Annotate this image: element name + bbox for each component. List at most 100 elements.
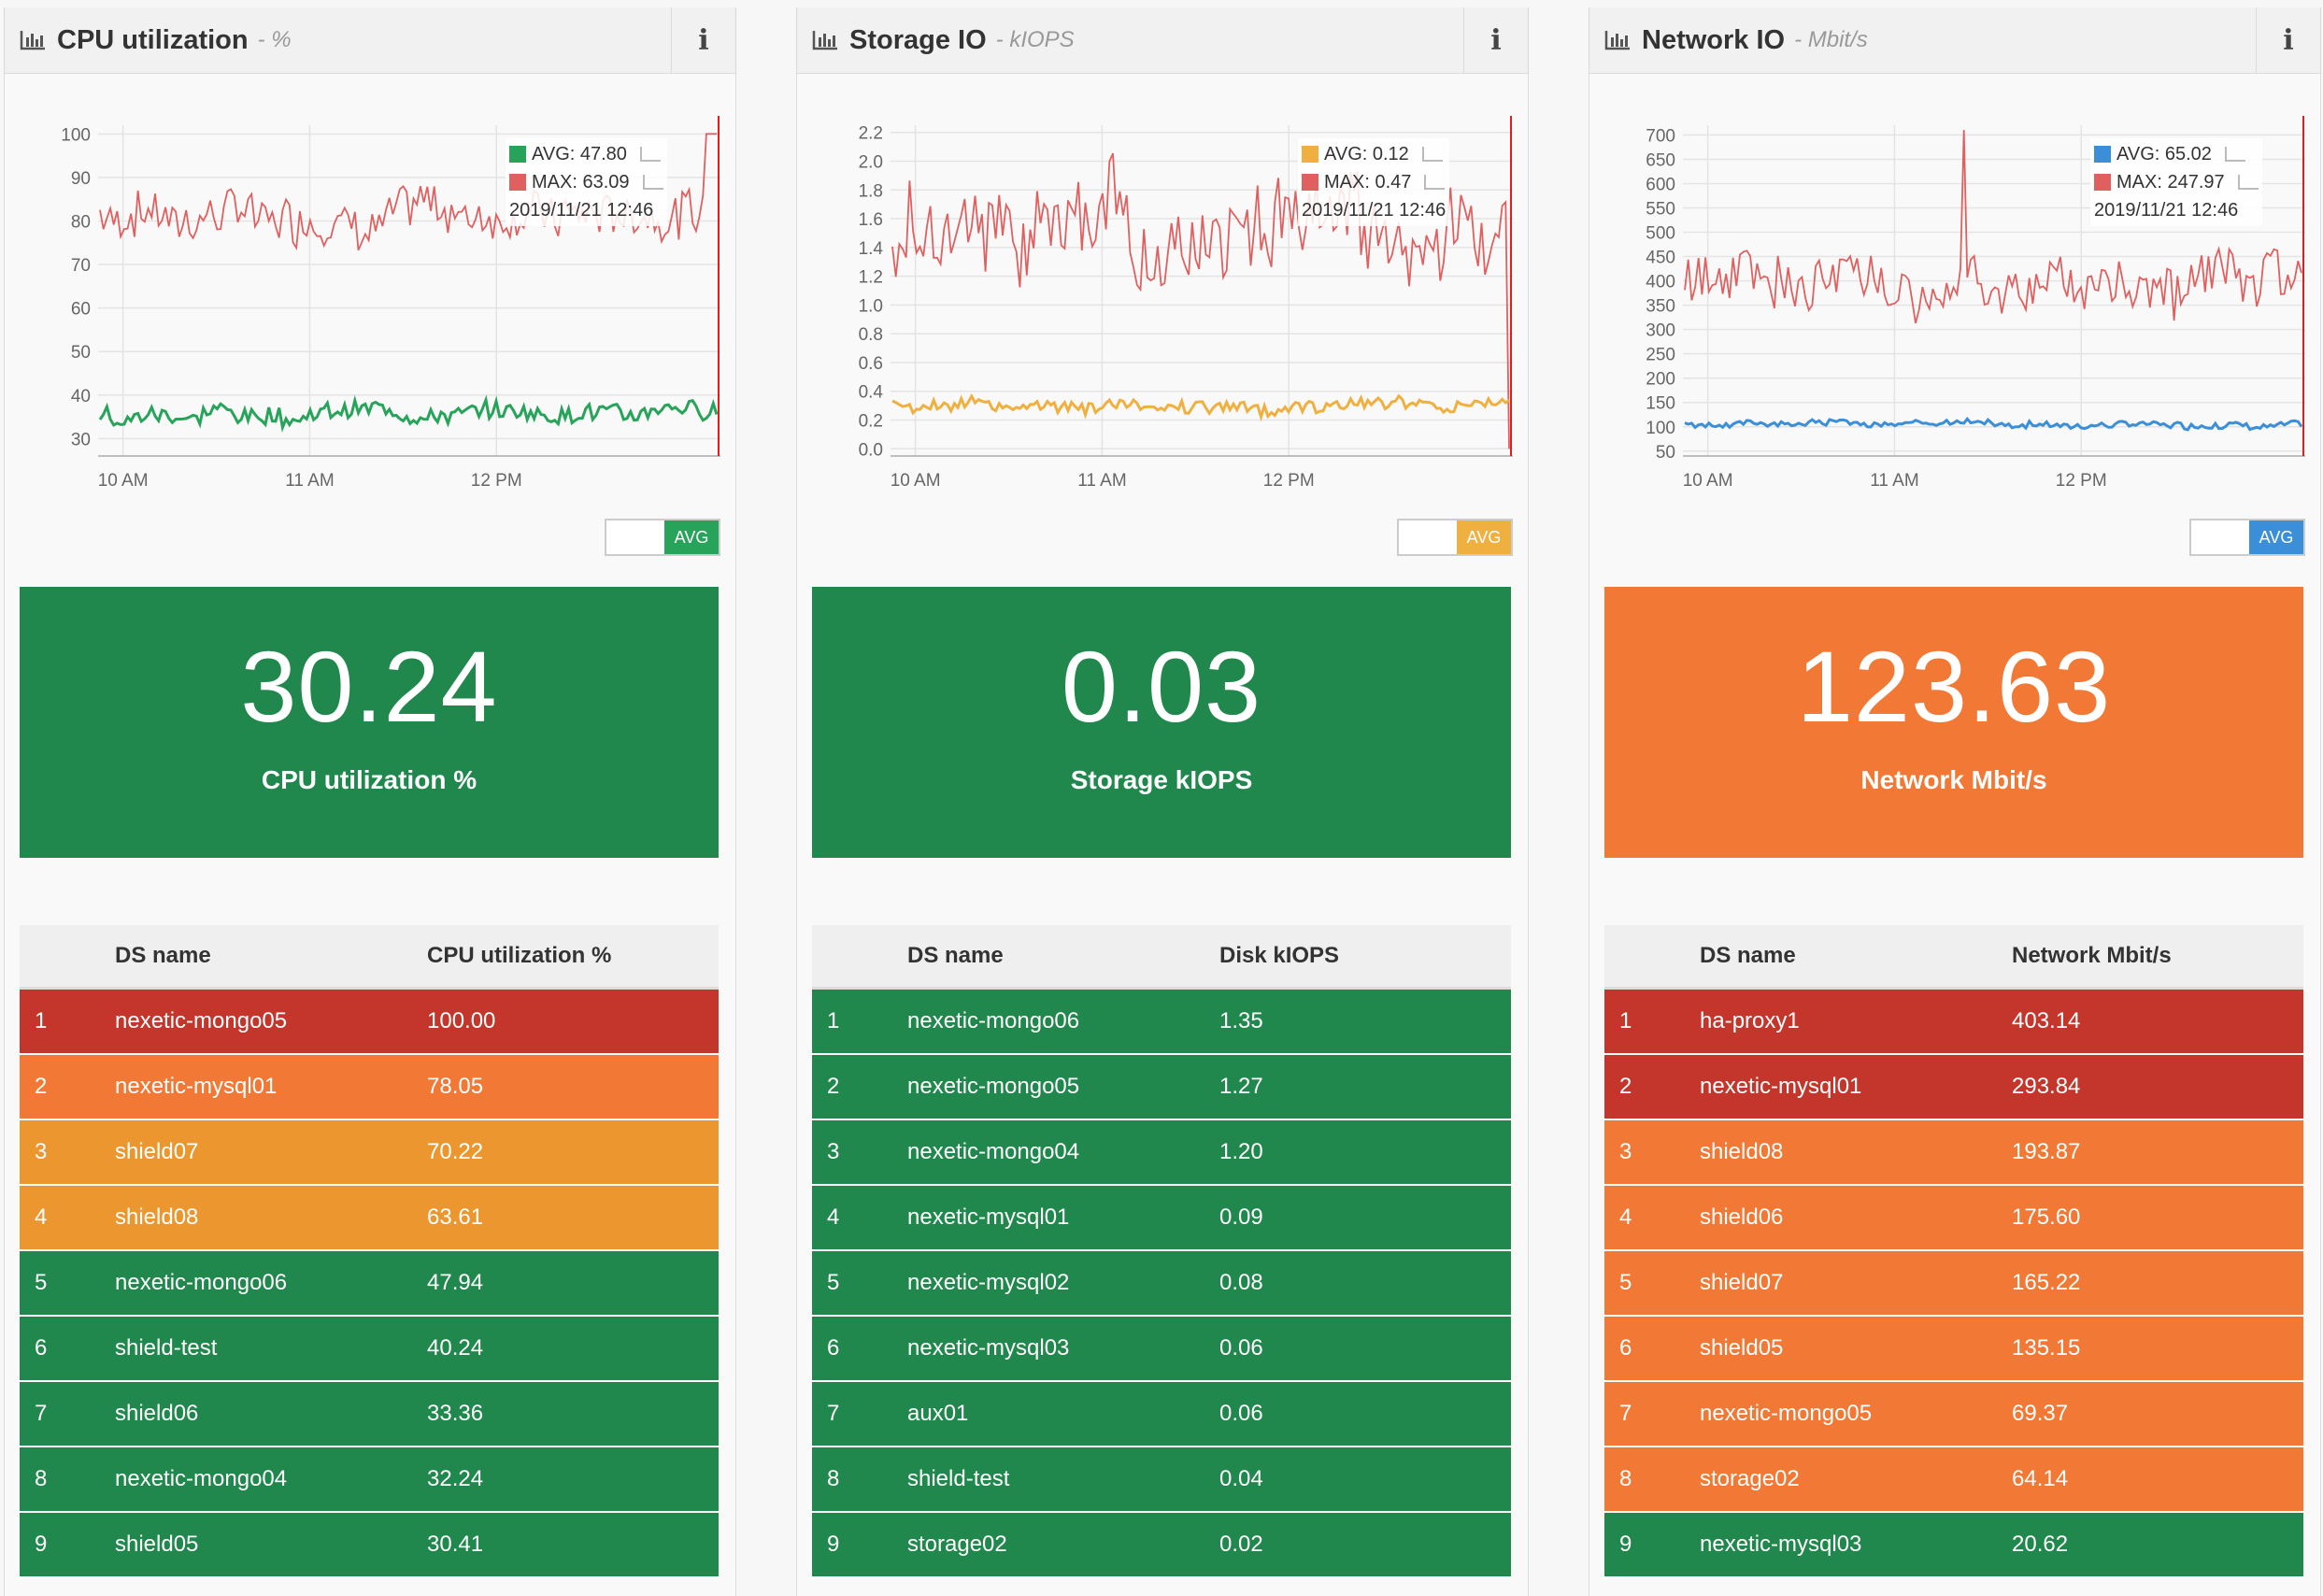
table-row[interactable]: 8 shield-test 0.04 xyxy=(812,1447,1511,1513)
row-index: 2 xyxy=(35,1074,48,1099)
header-value[interactable]: Network Mbit/s xyxy=(2012,943,2172,968)
legend-label: AVG: 65.02 xyxy=(2116,144,2212,164)
cpu-panel: CPU utilization - % i 100 90 80 70 60 50 40 30 10 A… xyxy=(4,7,736,1596)
table-row[interactable]: 8 nexetic-mongo04 32.24 xyxy=(20,1447,719,1513)
row-ds-name: nexetic-mongo05 xyxy=(1700,1401,1873,1426)
row-index: 5 xyxy=(827,1270,840,1295)
table-row[interactable]: 9 shield05 30.41 xyxy=(20,1513,719,1578)
table-row[interactable]: 9 nexetic-mysql03 20.62 xyxy=(1604,1513,2303,1578)
bar-chart-icon xyxy=(1604,30,1631,50)
series-line-avg xyxy=(98,394,719,433)
legend-timestamp: 2019/11/21 12:46 xyxy=(2094,200,2239,221)
table-row[interactable]: 3 shield07 70.22 xyxy=(20,1120,719,1186)
table-row[interactable]: 1 ha-proxy1 403.14 xyxy=(1604,990,2303,1055)
avg-toggle[interactable]: AVG xyxy=(605,519,720,556)
row-index: 8 xyxy=(35,1466,48,1491)
header-ds-name[interactable]: DS name xyxy=(907,943,1004,968)
legend-item[interactable]: MAX: 63.09 xyxy=(509,168,663,196)
table-row[interactable]: 2 nexetic-mongo05 1.27 xyxy=(812,1055,1511,1120)
row-value: 69.37 xyxy=(2012,1401,2069,1426)
table-row[interactable]: 1 nexetic-mongo05 100.00 xyxy=(20,990,719,1055)
table-row[interactable]: 4 shield08 63.61 xyxy=(20,1186,719,1251)
legend-swatch xyxy=(509,146,526,163)
row-value: 135.15 xyxy=(2012,1335,2081,1361)
table-row[interactable]: 7 aux01 0.06 xyxy=(812,1382,1511,1447)
header-ds-name[interactable]: DS name xyxy=(115,943,211,968)
table-row[interactable]: 6 nexetic-mysql03 0.06 xyxy=(812,1317,1511,1382)
table-row[interactable]: 6 shield-test 40.24 xyxy=(20,1317,719,1382)
y-tick-label: 40 xyxy=(71,387,91,406)
row-ds-name: shield08 xyxy=(115,1204,199,1230)
legend-item[interactable]: MAX: 0.47 xyxy=(1302,168,1446,196)
avg-toggle[interactable]: AVG xyxy=(2189,519,2305,556)
legend-swatch xyxy=(1302,174,1318,191)
row-ds-name: ha-proxy1 xyxy=(1700,1008,1800,1033)
ds-table: DS name CPU utilization % 1 nexetic-mongo05… xyxy=(20,925,719,1578)
chart-legend: AVG: 65.02 MAX: 247.97 2019/11/21 12:46 xyxy=(2090,138,2262,226)
table-row[interactable]: 2 nexetic-mysql01 78.05 xyxy=(20,1055,719,1120)
row-index: 2 xyxy=(827,1074,840,1099)
y-tick-label: 0.2 xyxy=(859,412,883,432)
row-value: 78.05 xyxy=(427,1074,484,1099)
row-value: 175.60 xyxy=(2012,1204,2081,1230)
y-tick-label: 1.8 xyxy=(859,181,883,201)
header-ds-name[interactable]: DS name xyxy=(1700,943,1796,968)
table-row[interactable]: 9 storage02 0.02 xyxy=(812,1513,1511,1578)
panel-header: CPU utilization - % i xyxy=(5,7,735,74)
header-value[interactable]: CPU utilization % xyxy=(427,943,612,968)
line-chart: 100 90 80 70 60 50 40 30 10 AM 11 AM 12 PM AVG: 47.… xyxy=(20,103,722,495)
chart-svg: 100 90 80 70 60 50 40 30 10 AM 11 AM 12 PM xyxy=(61,116,720,491)
row-index: 1 xyxy=(1619,1008,1632,1033)
toggle-off-area xyxy=(606,520,664,554)
y-tick-label: 450 xyxy=(1646,249,1675,268)
trend-icon xyxy=(2224,147,2245,162)
network-panel: Network IO - Mbit/s i 700 650 600 550 500 450 400… xyxy=(1589,7,2321,1596)
table-row[interactable]: 7 shield06 33.36 xyxy=(20,1382,719,1447)
table-row[interactable]: 5 nexetic-mysql02 0.08 xyxy=(812,1251,1511,1317)
info-button[interactable]: i xyxy=(1463,7,1528,73)
table-row[interactable]: 4 nexetic-mysql01 0.09 xyxy=(812,1186,1511,1251)
header-value[interactable]: Disk kIOPS xyxy=(1219,943,1340,968)
panel-header: Network IO - Mbit/s i xyxy=(1589,7,2320,74)
row-index: 5 xyxy=(1619,1270,1632,1295)
row-index: 8 xyxy=(1619,1466,1632,1491)
table-row[interactable]: 4 shield06 175.60 xyxy=(1604,1186,2303,1251)
y-tick-label: 250 xyxy=(1646,346,1675,365)
table-row[interactable]: 3 shield08 193.87 xyxy=(1604,1120,2303,1186)
x-tick-label: 11 AM xyxy=(1870,471,1918,491)
row-ds-name: nexetic-mongo05 xyxy=(115,1008,288,1033)
y-tick-label: 200 xyxy=(1646,370,1675,390)
table-row[interactable]: 6 shield05 135.15 xyxy=(1604,1317,2303,1382)
info-button[interactable]: i xyxy=(2256,7,2320,73)
table-row[interactable]: 8 storage02 64.14 xyxy=(1604,1447,2303,1513)
y-tick-label: 150 xyxy=(1646,394,1675,414)
table-header: DS name CPU utilization % xyxy=(20,925,719,990)
y-tick-label: 1.6 xyxy=(859,210,883,230)
row-value: 0.06 xyxy=(1219,1335,1263,1361)
legend-item[interactable]: AVG: 65.02 xyxy=(2094,140,2259,168)
row-ds-name: nexetic-mysql01 xyxy=(907,1204,1070,1230)
legend-item[interactable]: AVG: 0.12 xyxy=(1302,140,1446,168)
info-button[interactable]: i xyxy=(671,7,735,73)
row-index: 9 xyxy=(35,1532,48,1557)
trend-icon xyxy=(1421,147,1443,162)
row-ds-name: nexetic-mongo05 xyxy=(907,1074,1080,1099)
row-value: 0.09 xyxy=(1219,1204,1263,1230)
chart-legend: AVG: 47.80 MAX: 63.09 2019/11/21 12:46 xyxy=(506,138,667,226)
table-row[interactable]: 1 nexetic-mongo06 1.35 xyxy=(812,990,1511,1055)
row-value: 0.04 xyxy=(1219,1466,1263,1491)
avg-toggle[interactable]: AVG xyxy=(1397,519,1513,556)
y-tick-label: 550 xyxy=(1646,200,1675,220)
table-row[interactable]: 5 nexetic-mongo06 47.94 xyxy=(20,1251,719,1317)
table-row[interactable]: 7 nexetic-mongo05 69.37 xyxy=(1604,1382,2303,1447)
row-index: 6 xyxy=(1619,1335,1632,1361)
table-row[interactable]: 5 shield07 165.22 xyxy=(1604,1251,2303,1317)
x-tick-label: 10 AM xyxy=(98,471,149,491)
legend-item[interactable]: MAX: 247.97 xyxy=(2094,168,2259,196)
table-row[interactable]: 3 nexetic-mongo04 1.20 xyxy=(812,1120,1511,1186)
legend-item[interactable]: AVG: 47.80 xyxy=(509,140,663,168)
y-tick-label: 0.8 xyxy=(859,325,883,345)
table-row[interactable]: 2 nexetic-mysql01 293.84 xyxy=(1604,1055,2303,1120)
legend-label: AVG: 47.80 xyxy=(532,144,627,164)
trend-icon xyxy=(639,147,661,162)
